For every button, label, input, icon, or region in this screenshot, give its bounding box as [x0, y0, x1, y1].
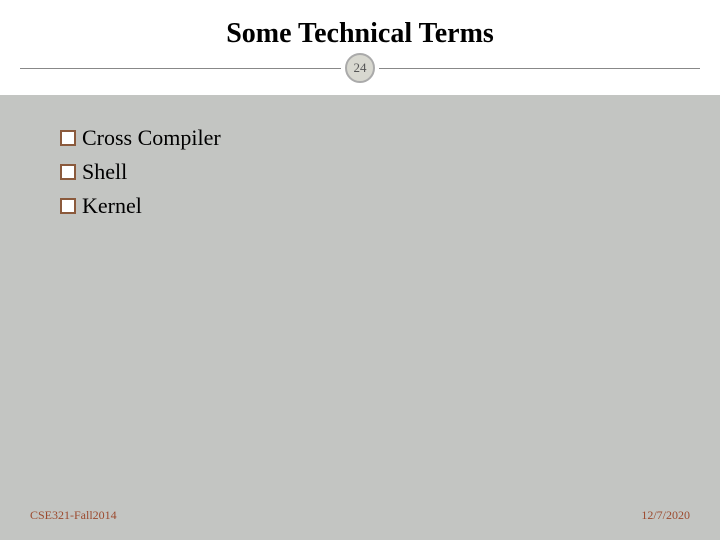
divider: 24: [20, 53, 700, 83]
slide-title: Some Technical Terms: [0, 0, 720, 50]
bullet-text: Kernel: [82, 193, 142, 219]
footer-date: 12/7/2020: [641, 508, 690, 523]
bullet-text: Cross Compiler: [82, 125, 221, 151]
header-area: Some Technical Terms 24: [0, 0, 720, 95]
bullet-item: Shell: [60, 159, 660, 185]
bullet-box-icon: [60, 198, 76, 214]
bullet-item: Kernel: [60, 193, 660, 219]
bullet-box-icon: [60, 130, 76, 146]
bullet-text: Shell: [82, 159, 127, 185]
bullet-item: Cross Compiler: [60, 125, 660, 151]
divider-line-right: [379, 68, 700, 69]
page-number-badge: 24: [345, 53, 375, 83]
footer-course: CSE321-Fall2014: [30, 508, 117, 523]
footer-area: CSE321-Fall2014 12/7/2020: [0, 500, 720, 540]
divider-line-left: [20, 68, 341, 69]
body-area: Cross Compiler Shell Kernel: [0, 95, 720, 500]
bullet-box-icon: [60, 164, 76, 180]
